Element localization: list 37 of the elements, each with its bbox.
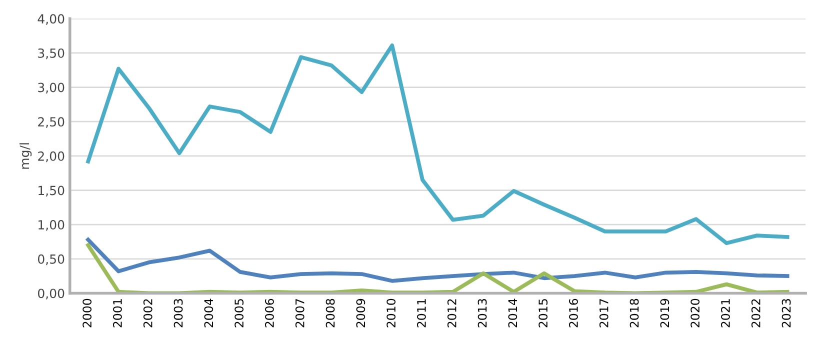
- y-tick-label: 2,50: [38, 117, 64, 128]
- x-tick-label: 2005: [234, 299, 244, 328]
- y-tick-label: 3,00: [38, 82, 64, 94]
- x-tick-label: 2014: [508, 298, 518, 328]
- line-series: [86, 43, 790, 246]
- x-tick-label: 2017: [599, 299, 608, 328]
- y-tick-label: 1,50: [38, 186, 64, 196]
- x-tick-label: 2023: [782, 299, 791, 328]
- y-tick-label: 4,00: [38, 14, 64, 25]
- y-tick-label: 3,50: [38, 48, 64, 60]
- x-tick-label: 2016: [569, 298, 578, 328]
- y-axis-title: mg/l: [20, 143, 32, 169]
- x-tick-label: 2004: [204, 298, 214, 328]
- x-tick-label: 2012: [447, 299, 456, 328]
- x-tick-label: 2022: [751, 299, 760, 328]
- line-series: [86, 238, 790, 283]
- x-tick-label: 2008: [326, 298, 335, 328]
- line-series: [86, 243, 790, 294]
- x-tick-label: 2000: [82, 298, 92, 328]
- x-tick-label: 2001: [113, 299, 122, 328]
- x-tick-label: 2013: [478, 299, 487, 328]
- x-tick-label: 2015: [538, 299, 548, 328]
- y-tick-label: 0,50: [38, 254, 64, 266]
- x-tick-label: 2011: [417, 299, 426, 328]
- x-tick-label: 2020: [690, 298, 700, 328]
- x-tick-label: 2009: [356, 298, 366, 328]
- x-tick-label: 2019: [660, 298, 670, 328]
- x-tick-label: 2006: [265, 298, 274, 328]
- y-tick-label: 1,00: [38, 220, 64, 231]
- x-tick-label: 2003: [174, 299, 183, 328]
- x-tick-label: 2010: [386, 298, 396, 328]
- y-tick-label: 2,00: [38, 151, 64, 162]
- x-tick-label: 2002: [143, 299, 152, 328]
- x-tick-label: 2018: [630, 298, 639, 328]
- x-tick-label: 2021: [721, 299, 730, 328]
- y-tick-label: 0,00: [38, 288, 64, 300]
- x-tick-label: 2007: [295, 299, 304, 328]
